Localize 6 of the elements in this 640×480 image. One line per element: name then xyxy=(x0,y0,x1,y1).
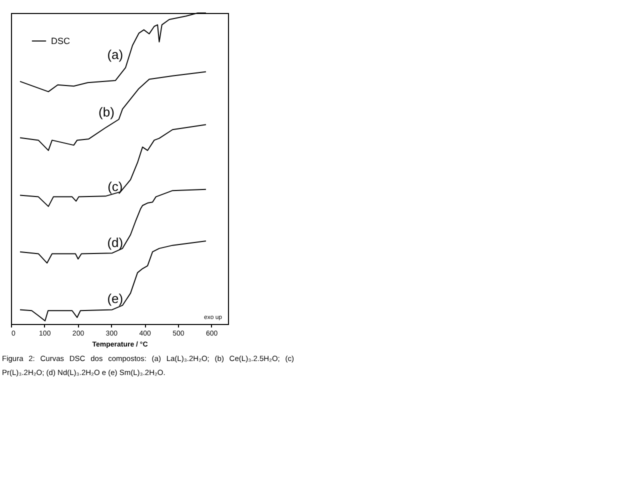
annotation: (d) xyxy=(107,235,124,250)
annotation: (c) xyxy=(108,179,123,194)
annotation: (e) xyxy=(107,291,124,306)
annotation: (b) xyxy=(98,104,114,120)
annotation: (a) xyxy=(107,46,124,62)
legend-label: DSC xyxy=(51,36,70,46)
